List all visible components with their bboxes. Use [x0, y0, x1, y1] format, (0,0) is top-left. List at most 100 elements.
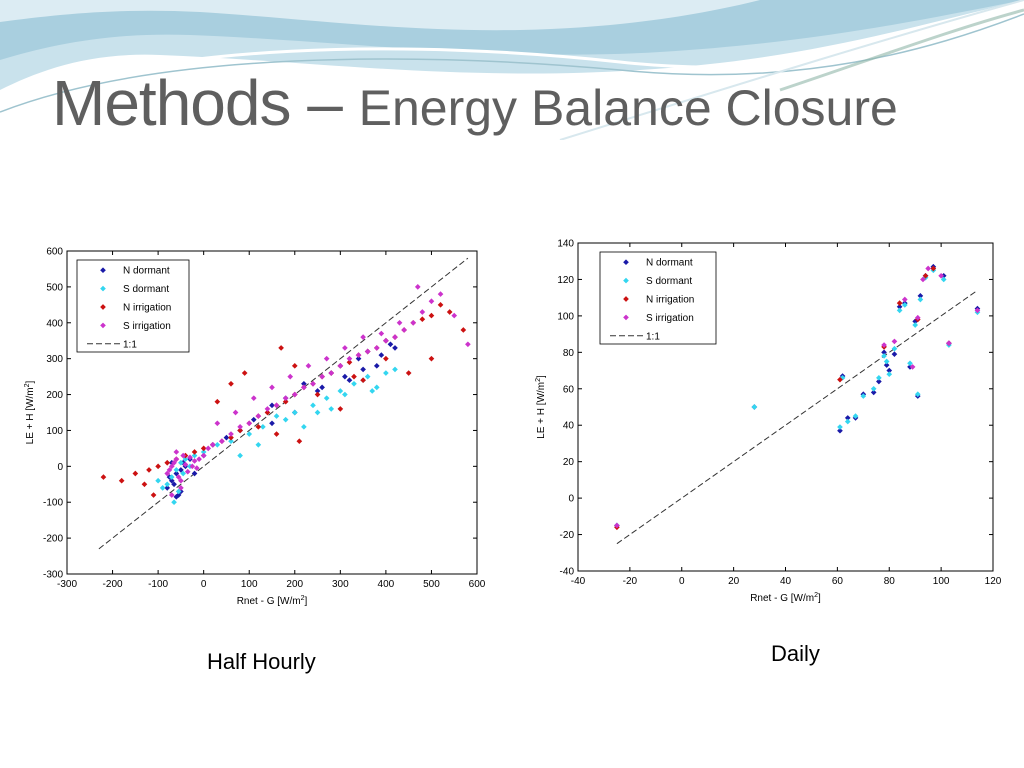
c1-data-point [346, 377, 353, 384]
c1-data-point [223, 434, 230, 441]
c1-data-point [178, 485, 184, 491]
c2-data-point [909, 364, 916, 370]
header-wave-decoration [0, 0, 1024, 140]
c2-y-tick-label: 40 [563, 421, 575, 432]
c2-data-point [881, 353, 887, 359]
c2-data-point [844, 418, 851, 425]
c1-data-point [269, 420, 275, 427]
c1-data-point [328, 406, 335, 412]
c1-data-point [173, 470, 180, 477]
c2-data-point [870, 385, 877, 392]
c1-data-point [166, 467, 173, 473]
c2-y-tick-label: 0 [568, 494, 574, 505]
c1-data-point [228, 380, 234, 387]
c1-data-point [178, 477, 184, 484]
c1-data-point [392, 366, 398, 373]
c1-data-point [273, 402, 280, 409]
c2-x-tick-label: 80 [884, 576, 896, 587]
c1-x-tick-label: 600 [469, 579, 486, 590]
c2-data-point [876, 375, 882, 381]
c2-x-tick-label: 40 [780, 576, 792, 587]
c2-data-point [886, 371, 893, 378]
c1-data-point [171, 499, 177, 506]
c1-data-point [314, 391, 321, 398]
c1-legend-label: S dormant [123, 284, 169, 295]
c1-data-point [282, 398, 289, 405]
c1-data-point [237, 424, 243, 430]
c1-legend-label: 1:1 [123, 339, 137, 350]
c2-y-tick-label: 140 [557, 239, 574, 250]
c2-data-point [930, 265, 937, 272]
c2-data-point [896, 303, 903, 310]
c2-legend-label: S dormant [646, 276, 692, 287]
c1-data-point [118, 477, 125, 484]
c1-data-point [187, 454, 193, 461]
c1-data-point [168, 492, 175, 498]
c1-data-point [360, 334, 366, 340]
c2-data-point [917, 296, 924, 303]
c1-data-point [282, 416, 289, 423]
c2-data-point [837, 376, 843, 383]
c1-data-point [168, 463, 175, 470]
c1-data-point [465, 341, 471, 348]
c1-data-point [155, 463, 161, 470]
c1-data-point [314, 409, 321, 416]
c1-data-point [328, 370, 335, 376]
c1-data-point [446, 309, 453, 315]
c2-data-point [920, 276, 926, 283]
c1-data-point [191, 458, 198, 464]
c1-data-point [269, 402, 275, 409]
c1-data-point [205, 445, 212, 452]
c1-data-point [168, 474, 175, 480]
c1-data-point [287, 373, 294, 380]
c1-y-tick-label: 400 [46, 318, 63, 329]
c1-data-point [419, 316, 426, 323]
c2-data-point [860, 393, 867, 399]
c2-data-point [881, 342, 887, 348]
c1-data-point [323, 355, 330, 362]
c1-data-point [428, 355, 435, 362]
c2-data-point [844, 415, 851, 421]
slide-title-sub: Energy Balance Closure [358, 80, 898, 136]
c1-data-point [159, 485, 166, 491]
c1-data-point [301, 424, 307, 430]
c1-data-point [364, 348, 371, 355]
c1-data-point [291, 363, 298, 369]
c1-data-point [264, 406, 271, 412]
c1-data-point [132, 470, 139, 477]
c1-data-point [342, 391, 348, 398]
c1-y-tick-label: 600 [46, 247, 63, 258]
c1-data-point [364, 373, 371, 380]
c1-y-tick-label: 300 [46, 354, 63, 365]
c1-data-point [282, 395, 289, 401]
c1-data-point [373, 345, 380, 351]
c2-y-tick-label: 20 [563, 457, 575, 468]
c1-data-point [250, 416, 257, 423]
c2-data-point [886, 367, 893, 374]
c1-data-point [378, 352, 385, 358]
c1-legend-label: S irrigation [123, 321, 171, 332]
c1-data-point [168, 477, 175, 484]
c1-data-point [437, 291, 444, 297]
c2-y-tick-label: 120 [557, 275, 574, 286]
c1-legend: N dormant S dormant N irrigation S irrigati… [76, 259, 190, 353]
c1-x-tick-label: 500 [423, 579, 440, 590]
c1-data-point [173, 449, 180, 455]
c1-data-point [319, 373, 325, 380]
c1-data-point [291, 391, 298, 398]
c2-data-point [837, 424, 843, 430]
c1-data-point [237, 452, 243, 459]
c2-data-point [883, 358, 890, 365]
c1-data-point [191, 470, 198, 477]
c1-data-point [373, 384, 380, 391]
c1-data-point [337, 363, 344, 369]
c1-data-point [191, 449, 198, 455]
c2-x-tick-label: 60 [832, 576, 844, 587]
c1-data-point [291, 409, 298, 416]
c1-x-tick-label: -100 [148, 579, 168, 590]
c1-data-point [428, 298, 435, 305]
c1-data-point [100, 474, 107, 480]
c1-y-tick-label: -300 [43, 570, 63, 581]
c2-y-axis-label: LE + H [W/m2] [535, 375, 547, 439]
c1-data-point [255, 441, 262, 448]
